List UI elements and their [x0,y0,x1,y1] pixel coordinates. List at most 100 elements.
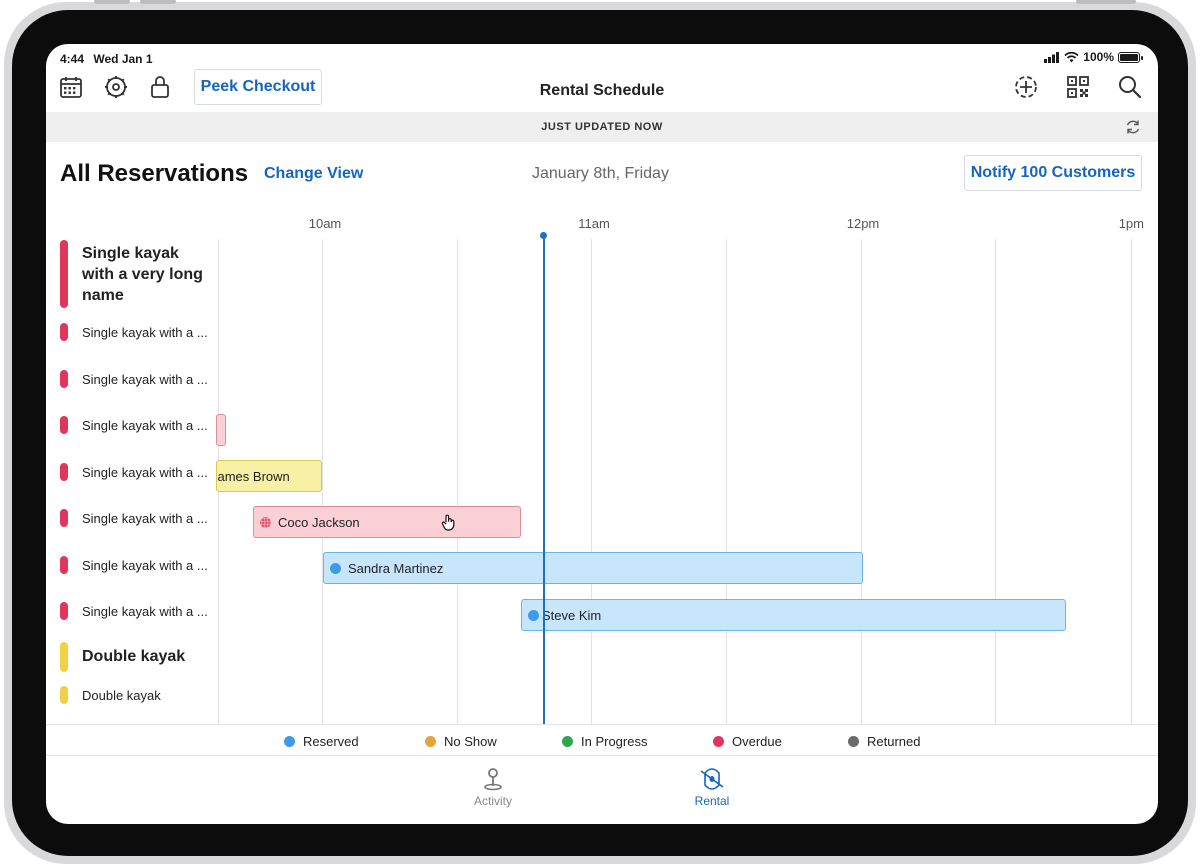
page-title: All Reservations [60,160,249,187]
booking-customer: Coco Jackson [278,514,360,530]
booking-block-coco-jackson[interactable]: Coco Jackson [253,506,521,538]
qr-code-icon[interactable] [1065,74,1091,100]
reserved-status-dot [528,609,539,621]
settings-gear-icon[interactable] [103,74,129,100]
resource-row[interactable]: Double kayak [60,642,185,672]
volume-button [94,0,130,4]
resource-row[interactable]: Single kayak with a ... [60,556,208,574]
legend-label: In Progress [581,734,648,749]
legend-label: Returned [867,734,921,749]
refresh-icon[interactable] [1124,118,1142,136]
legend-label: Overdue [732,734,782,749]
legend-dot [848,736,859,747]
resource-name: Single kayak with a ... [82,464,208,480]
resource-color-bar [60,642,68,672]
peek-checkout-button[interactable]: Peek Checkout [194,69,322,105]
change-view-link[interactable]: Change View [264,165,364,182]
current-time-line [543,236,545,724]
resource-color-bar [60,370,68,388]
status-legend: Reserved No Show In Progress Overdue Ret… [46,724,1158,756]
resource-color-bar [60,463,68,481]
notify-customers-button[interactable]: Notify 100 Customers [964,155,1142,191]
resource-color-bar [60,509,68,527]
resource-row[interactable]: Single kayak with a ... [60,602,208,620]
volume-button [140,0,176,4]
status-date: Wed Jan 1 [93,52,153,66]
time-label-1pm: 1pm [1118,216,1144,231]
legend-dot [713,736,724,747]
resource-name: Double kayak [82,687,161,703]
status-bar: 4:44 Wed Jan 1 100% [46,44,1158,70]
legend-item-returned: Returned [848,734,920,749]
map-pin-icon [453,766,533,792]
lock-icon[interactable] [147,74,173,100]
grid-line [861,239,862,724]
update-status-bar: JUST UPDATED NOW [46,112,1158,142]
grid-line [322,239,323,724]
time-label-11am: 11am [578,216,610,231]
grid-line [1131,239,1132,724]
crosshair-icon[interactable] [1013,74,1039,100]
reserved-status-dot [330,562,341,574]
resource-name: Single kayak with a ... [82,557,208,573]
tab-activity[interactable]: Activity [453,766,533,808]
resource-color-bar [60,686,68,704]
status-time: 4:44 [60,52,85,66]
grid-line [995,239,996,724]
resource-color-bar [60,416,68,434]
resource-name: Single kayak with a very long name [82,244,203,304]
battery-percent: 100% [1083,50,1114,64]
current-time-dot [540,232,547,239]
resource-row[interactable]: Single kayak with a very long name [60,240,212,308]
hand-cursor-icon [441,514,455,531]
booking-block-overdue[interactable] [216,414,226,446]
resource-color-bar [60,556,68,574]
resource-name: Single kayak with a ... [82,371,208,387]
legend-item-overdue: Overdue [713,734,782,749]
legend-dot [562,736,573,747]
resource-name: Double kayak [82,648,186,665]
signal-icon [1044,51,1060,63]
booking-block-james-brown[interactable]: James Brown [216,460,322,492]
schedule-date: January 8th, Friday [532,165,669,182]
tab-bar: Activity Rental [46,756,1158,824]
booking-block-sandra-martinez[interactable]: Sandra Martinez [323,552,863,584]
update-status-text: JUST UPDATED NOW [541,121,663,133]
booking-customer: Sandra Martinez [348,560,444,576]
resource-row[interactable]: Single kayak with a ... [60,463,208,481]
tab-label: Rental [694,794,730,808]
top-navigation: Peek Checkout Rental Schedule [46,68,1158,112]
grid-line [457,239,458,724]
legend-item-reserved: Reserved [284,734,359,749]
wifi-icon [1064,51,1079,62]
resource-name: Single kayak with a ... [82,417,208,433]
resource-row[interactable]: Double kayak [60,686,161,704]
kayak-icon [672,766,752,792]
search-icon[interactable] [1117,74,1143,100]
power-button [1076,0,1136,4]
battery-icon [1118,51,1143,63]
overdue-status-dot [260,516,271,528]
resource-name: Single kayak with a ... [82,603,208,619]
legend-dot [284,736,295,747]
resource-row[interactable]: Single kayak with a ... [60,509,208,527]
resource-row[interactable]: Single kayak with a ... [60,370,208,388]
legend-item-in-progress: In Progress [562,734,647,749]
resource-row[interactable]: Single kayak with a ... [60,323,208,341]
tab-rental[interactable]: Rental [672,766,752,808]
resource-color-bar [60,240,68,308]
legend-item-no-show: No Show [425,734,497,749]
tab-label: Activity [473,794,512,808]
app-screen: 4:44 Wed Jan 1 100% Peek Checkout Rental… [46,44,1158,824]
resource-color-bar [60,602,68,620]
calendar-icon[interactable] [58,74,84,100]
time-label-10am: 10am [308,216,342,231]
legend-label: No Show [444,734,497,749]
grid-line [726,239,727,724]
resource-name: Single kayak with a ... [82,324,208,340]
grid-line [591,239,592,724]
booking-block-steve-kim[interactable]: Steve Kim [521,599,1066,631]
resource-color-bar [60,323,68,341]
resource-row[interactable]: Single kayak with a ... [60,416,208,434]
legend-dot [425,736,436,747]
